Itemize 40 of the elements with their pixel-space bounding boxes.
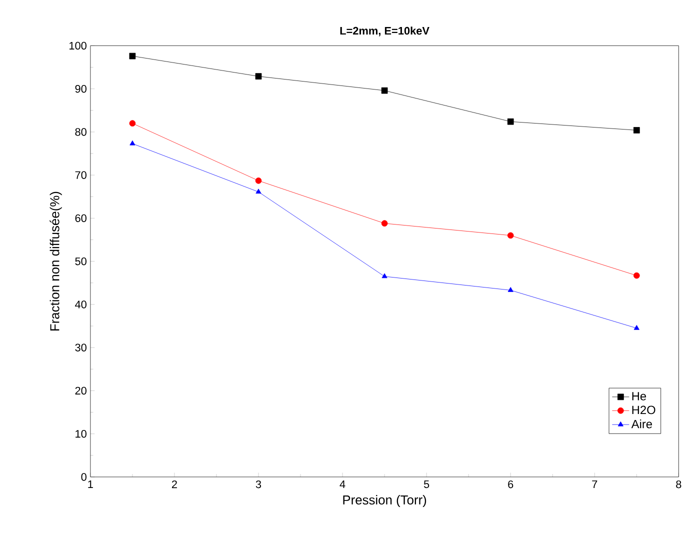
point	[508, 287, 514, 292]
point	[507, 118, 514, 126]
point	[130, 140, 136, 146]
point	[633, 272, 640, 279]
x-tick-label: 6	[508, 480, 514, 488]
x-tick-label: 7	[592, 480, 598, 488]
point	[382, 273, 388, 278]
y-tick-label: 50	[75, 258, 86, 266]
x-tick-label: 2	[172, 480, 177, 488]
x-tick-label: 3	[256, 480, 262, 488]
y-tick-label: 0	[81, 473, 86, 482]
y-axis-title: Fraction non diffusée(%)	[50, 192, 62, 331]
point	[255, 73, 262, 80]
legend-label: H2O	[632, 406, 656, 414]
y-tick-label: 80	[75, 128, 86, 136]
y-tick-label: 40	[75, 300, 86, 309]
y-tick-label: 30	[75, 344, 86, 352]
point	[633, 127, 640, 134]
point	[129, 120, 136, 127]
point	[381, 88, 388, 94]
chart-title: L=2mm, E=10keV	[340, 26, 430, 36]
x-tick-label: 5	[424, 480, 430, 488]
x-tick-label: 8	[676, 480, 682, 488]
y-tick-label: 90	[75, 85, 86, 93]
point	[129, 53, 136, 60]
y-tick-label: 60	[75, 214, 86, 222]
y-tick-label: 100	[70, 42, 86, 50]
point	[256, 188, 262, 194]
y-tick-label: 70	[75, 171, 86, 180]
point	[634, 325, 640, 330]
point	[381, 220, 388, 227]
legend-label: He	[632, 392, 646, 401]
point	[507, 232, 514, 239]
x-tick-label: 4	[340, 480, 346, 488]
legend-label: Aire	[631, 420, 652, 429]
y-tick-label: 20	[75, 387, 86, 395]
x-tick-label: 1	[88, 480, 93, 488]
y-tick-label: 10	[76, 430, 86, 438]
x-axis-title: Pression (Torr)	[343, 495, 426, 508]
point	[255, 178, 262, 184]
